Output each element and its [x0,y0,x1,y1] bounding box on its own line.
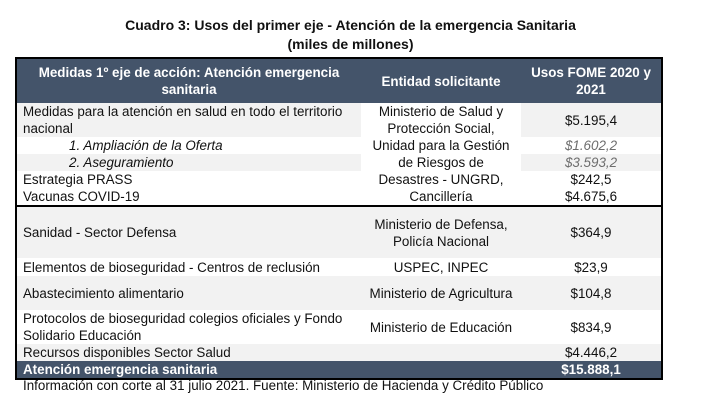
total-label: Atención emergencia sanitaria [16,361,521,379]
table-row: Estrategia PRASS $242,5 [16,171,662,188]
table-row: 1. Ampliación de la Oferta $1.602,2 [16,137,662,154]
table-row: 2. Aseguramiento $3.593,2 [16,154,662,171]
table-subtitle-units: (miles de millones) [287,36,414,52]
valor-cell: $364,9 [521,205,662,258]
header-usos: Usos FOME 2020 y 2021 [521,58,662,103]
valor-cell: $3.593,2 [521,154,662,171]
medida-cell: Recursos disponibles Sector Salud [16,344,361,361]
table-row: Recursos disponibles Sector Salud $4.446… [16,344,662,361]
header-row: Medidas 1º eje de acción: Atención emerg… [16,58,662,103]
valor-cell: $242,5 [521,171,662,188]
table-row: Vacunas COVID-19 $4.675,6 [16,188,662,206]
source-footnote: Información con corte al 31 julio 2021. … [23,378,544,393]
entidad-cell [361,344,521,361]
medida-cell: 1. Ampliación de la Oferta [16,137,361,154]
medida-cell: Abastecimiento alimentario [16,276,361,310]
header-entidad: Entidad solicitante [361,58,521,103]
entidad-cell: USPEC, INPEC [361,258,521,276]
total-row: Atención emergencia sanitaria $15.888,1 [16,361,662,379]
valor-cell: $834,9 [521,310,662,344]
usos-fome-table: Medidas 1º eje de acción: Atención emerg… [15,57,663,380]
medida-cell: Vacunas COVID-19 [16,188,361,206]
table-row: Elementos de bioseguridad - Centros de r… [16,258,662,276]
medida-cell: Estrategia PRASS [16,171,361,188]
medida-cell: Elementos de bioseguridad - Centros de r… [16,258,361,276]
table-row: Sanidad - Sector Defensa Ministerio de D… [16,205,662,258]
table-row: Medidas para la atención en salud en tod… [16,103,662,206]
total-value: $15.888,1 [521,361,662,379]
medida-cell: Sanidad - Sector Defensa [16,205,361,258]
entidad-cell: Ministerio de Educación [361,310,521,344]
valor-cell: $5.195,4 [521,103,662,137]
table-title: Cuadro 3: Usos del primer eje - Atención… [125,17,576,33]
valor-cell: $4.675,6 [521,188,662,206]
valor-cell: $1.602,2 [521,137,662,154]
table-row: Abastecimiento alimentario Ministerio de… [16,276,662,310]
medida-cell: Medidas para la atención en salud en tod… [16,103,361,137]
medida-cell: 2. Aseguramiento [16,154,361,171]
valor-cell: $23,9 [521,258,662,276]
table-row: Protocolos de bioseguridad colegios ofic… [16,310,662,344]
entidad-cell: Ministerio de Defensa, Policía Nacional [361,205,521,258]
medida-cell: Protocolos de bioseguridad colegios ofic… [16,310,361,344]
entidad-cell: Ministerio de Salud y Protección Social,… [361,103,521,206]
valor-cell: $104,8 [521,276,662,310]
valor-cell: $4.446,2 [521,344,662,361]
entidad-cell: Ministerio de Agricultura [361,276,521,310]
header-medidas: Medidas 1º eje de acción: Atención emerg… [16,58,361,103]
